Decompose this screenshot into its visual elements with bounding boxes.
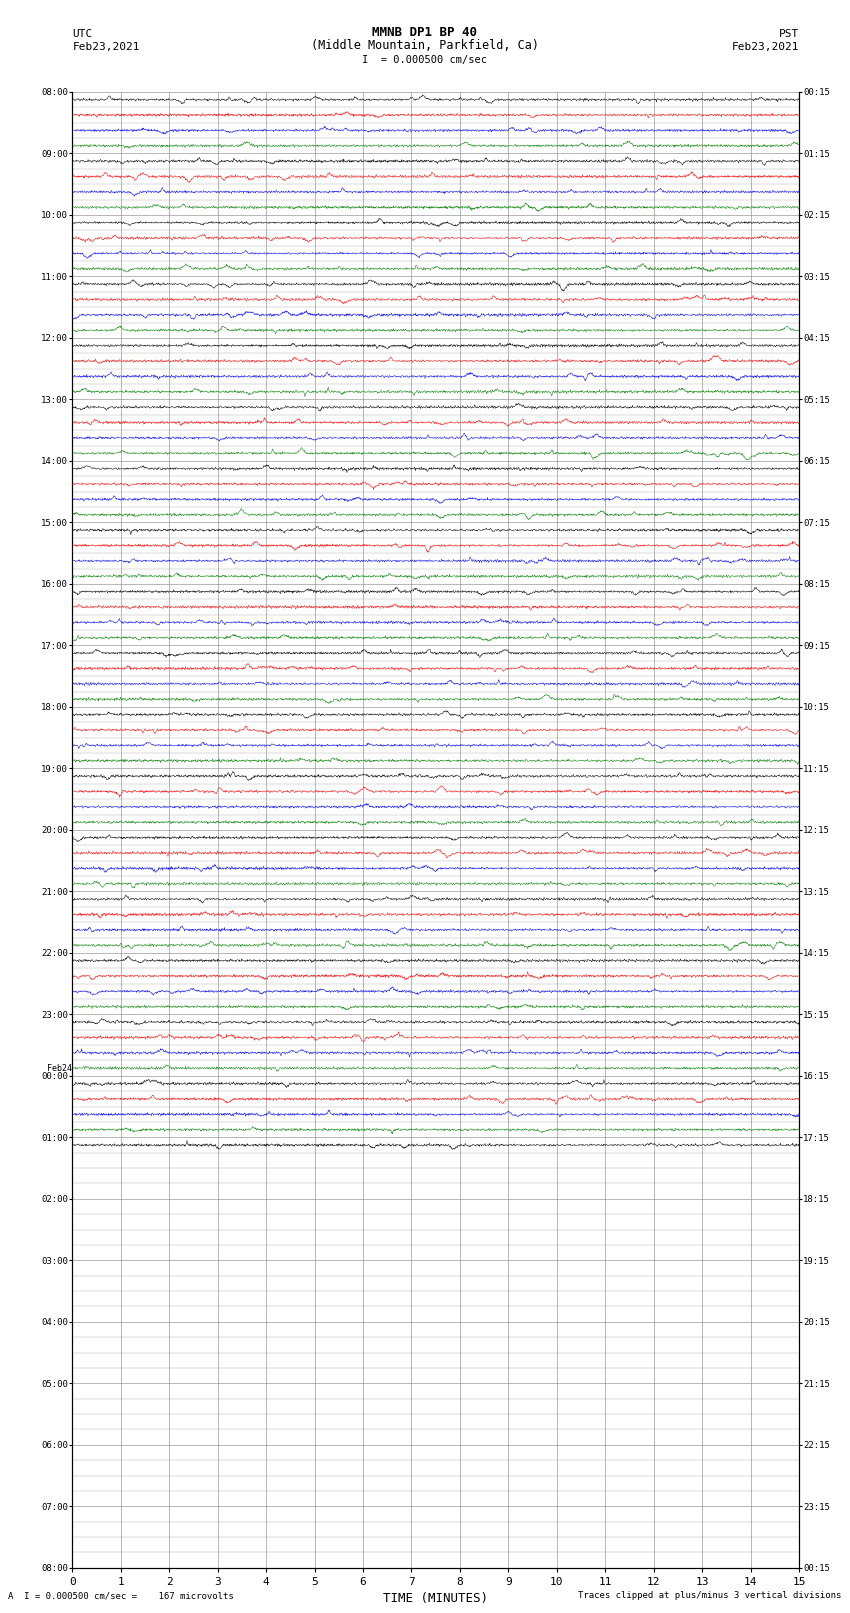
Text: UTC: UTC <box>72 29 93 39</box>
Text: PST: PST <box>779 29 799 39</box>
Text: I  = 0.000500 cm/sec: I = 0.000500 cm/sec <box>362 55 488 65</box>
Text: MMNB DP1 BP 40: MMNB DP1 BP 40 <box>372 26 478 39</box>
Text: Feb24: Feb24 <box>47 1063 71 1073</box>
Text: (Middle Mountain, Parkfield, Ca): (Middle Mountain, Parkfield, Ca) <box>311 39 539 52</box>
Text: Feb23,2021: Feb23,2021 <box>72 42 139 52</box>
X-axis label: TIME (MINUTES): TIME (MINUTES) <box>383 1592 488 1605</box>
Text: Traces clipped at plus/minus 3 vertical divisions: Traces clipped at plus/minus 3 vertical … <box>578 1590 842 1600</box>
Text: A  I = 0.000500 cm/sec =    167 microvolts: A I = 0.000500 cm/sec = 167 microvolts <box>8 1590 235 1600</box>
Text: Feb23,2021: Feb23,2021 <box>732 42 799 52</box>
